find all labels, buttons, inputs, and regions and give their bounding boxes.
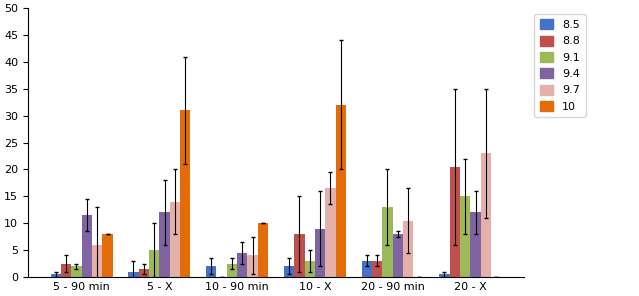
Bar	[247, 255, 258, 277]
Bar	[403, 221, 413, 277]
Bar	[372, 261, 382, 277]
Bar	[294, 234, 305, 277]
Bar	[92, 245, 102, 277]
Bar	[102, 234, 112, 277]
Bar	[382, 207, 392, 277]
Bar	[227, 263, 237, 277]
Bar	[481, 153, 491, 277]
Bar	[450, 167, 460, 277]
Bar	[149, 250, 159, 277]
Bar	[470, 213, 481, 277]
Bar	[159, 213, 170, 277]
Bar	[72, 266, 82, 277]
Bar	[237, 253, 247, 277]
Bar	[335, 105, 346, 277]
Bar	[180, 110, 190, 277]
Bar	[284, 266, 294, 277]
Bar	[460, 196, 470, 277]
Bar	[439, 274, 450, 277]
Bar	[50, 274, 61, 277]
Bar	[128, 272, 139, 277]
Bar	[258, 223, 268, 277]
Bar	[61, 263, 72, 277]
Legend: 8.5, 8.8, 9.1, 9.4, 9.7, 10: 8.5, 8.8, 9.1, 9.4, 9.7, 10	[534, 14, 586, 117]
Bar	[139, 269, 149, 277]
Bar	[206, 266, 217, 277]
Bar	[325, 188, 335, 277]
Bar	[362, 261, 372, 277]
Bar	[315, 229, 325, 277]
Bar	[305, 261, 315, 277]
Bar	[170, 202, 180, 277]
Bar	[82, 215, 92, 277]
Bar	[392, 234, 403, 277]
